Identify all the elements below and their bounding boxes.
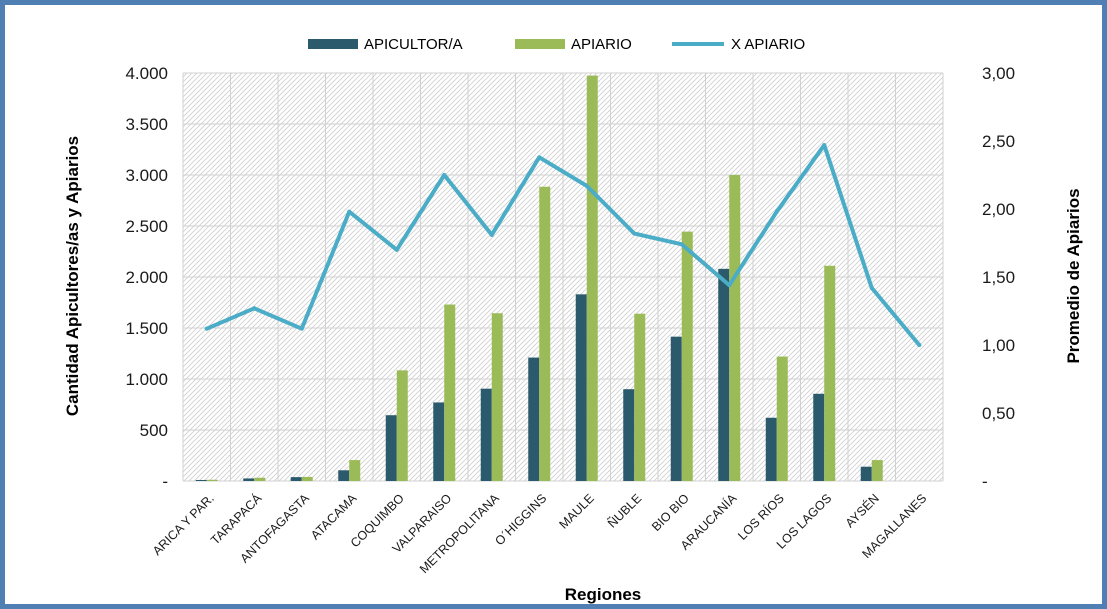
y-tick-label: 1.500 xyxy=(125,319,168,338)
x-tick-label: METROPOLITANA xyxy=(417,491,502,576)
x-axis-title: Regiones xyxy=(565,585,642,604)
bar-apiario-11 xyxy=(729,175,741,481)
bar-apicultor-a-11 xyxy=(718,268,730,481)
bars-layer xyxy=(195,75,883,482)
line-point xyxy=(822,143,827,148)
y-axis-title: Cantidad Apicultores/as y Apiarios xyxy=(63,136,82,416)
gridlines xyxy=(182,72,944,482)
bar-apicultor-a-10 xyxy=(670,336,682,481)
bar-apiario-14 xyxy=(871,460,883,481)
y2-tick-label: 1,50 xyxy=(982,268,1015,287)
bar-apiario-6 xyxy=(491,313,503,481)
bar-apicultor-a-0 xyxy=(195,479,207,481)
line-point xyxy=(442,173,447,177)
y-tick-label: 500 xyxy=(140,421,168,440)
line-point xyxy=(727,283,732,288)
line-point xyxy=(347,209,352,214)
bar-apiario-12 xyxy=(776,356,788,481)
y2-axis-title: Promedio de Apiarios xyxy=(1064,188,1083,363)
bar-apiario-13 xyxy=(824,265,836,481)
bar-apicultor-a-4 xyxy=(385,415,397,481)
line-point xyxy=(632,231,637,236)
line-layer xyxy=(204,143,922,347)
x-tick-label: AYSÉN xyxy=(842,491,882,531)
bar-apiario-0 xyxy=(206,479,218,481)
line-point xyxy=(679,242,684,247)
bar-apicultor-a-7 xyxy=(528,357,540,481)
y-tick-label: 2.500 xyxy=(125,217,168,236)
bar-apicultor-a-13 xyxy=(813,393,825,481)
y2-tick-label: 1,00 xyxy=(982,336,1015,355)
line-point xyxy=(774,209,779,214)
x-tick-label: O´HIGGINS xyxy=(492,491,549,548)
legend-label-promedio: X APIARIO xyxy=(731,36,805,53)
y-tick-label: 2.000 xyxy=(125,268,168,287)
bar-apiario-9 xyxy=(634,313,646,481)
y-tick-label: 3.500 xyxy=(125,115,168,134)
y2-tick-label: 0,50 xyxy=(982,404,1015,423)
bar-apiario-8 xyxy=(586,75,598,482)
line-point xyxy=(394,247,399,252)
line-point xyxy=(917,343,922,347)
line-point xyxy=(489,232,494,237)
y2-tick-label: - xyxy=(982,472,988,491)
line-point xyxy=(204,326,209,331)
legend-label-apicultor: APICULTOR/A xyxy=(364,36,463,53)
legend-swatch-apiario xyxy=(515,39,565,49)
line-promedio-apiarios xyxy=(204,143,922,347)
bar-apiario-7 xyxy=(539,186,551,482)
y2-tick-label: 2,00 xyxy=(982,200,1015,219)
bar-apicultor-a-5 xyxy=(433,402,445,481)
bar-apicultor-a-3 xyxy=(338,470,350,481)
bar-apiario-5 xyxy=(444,304,456,481)
line-point xyxy=(869,285,874,290)
x-tick-label: BIO BIO xyxy=(649,491,692,534)
y-tick-label: 3.000 xyxy=(125,166,168,185)
bar-apicultor-a-2 xyxy=(290,477,302,481)
bar-apiario-1 xyxy=(254,477,266,481)
line-point xyxy=(537,155,542,160)
line-point xyxy=(299,326,304,331)
legend: APICULTOR/A APIARIO X APIARIO xyxy=(308,36,805,53)
y-tick-label: 4.000 xyxy=(125,64,168,83)
bar-apicultor-a-8 xyxy=(575,294,587,481)
line-point xyxy=(252,306,257,311)
bar-apiario-3 xyxy=(349,460,361,481)
x-tick-label: ÑUBLE xyxy=(605,491,644,530)
bar-apiario-10 xyxy=(681,231,693,481)
legend-label-apiario: APIARIO xyxy=(571,36,632,53)
x-tick-label: ARICA Y PAR. xyxy=(150,491,217,558)
bar-apicultor-a-14 xyxy=(860,466,872,481)
bar-apicultor-a-12 xyxy=(765,417,777,481)
bar-apicultor-a-6 xyxy=(480,388,492,481)
bar-apiario-2 xyxy=(301,476,313,481)
bar-apiario-4 xyxy=(396,370,408,481)
y-tick-label: - xyxy=(162,472,168,491)
x-tick-label: LOS RÍOS xyxy=(735,491,787,543)
bar-apicultor-a-9 xyxy=(623,389,635,481)
bar-apicultor-a-1 xyxy=(243,478,255,481)
line-point xyxy=(584,183,589,188)
legend-swatch-apicultor xyxy=(308,39,358,49)
y2-tick-label: 2,50 xyxy=(982,132,1015,151)
y-tick-label: 1.000 xyxy=(125,370,168,389)
y2-tick-label: 3,00 xyxy=(982,64,1015,83)
x-tick-label: MAULE xyxy=(557,491,597,531)
